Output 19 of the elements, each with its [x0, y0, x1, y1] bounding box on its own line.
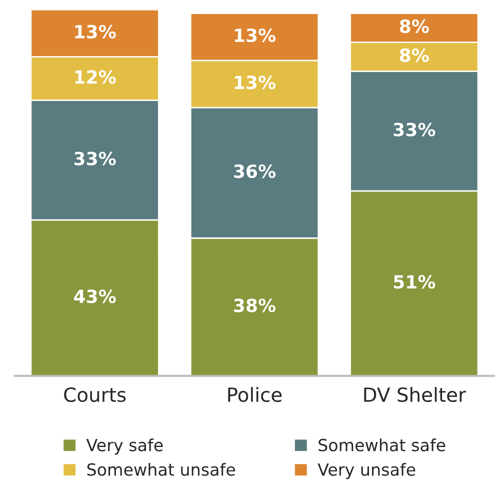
x-tick-label: Courts: [64, 387, 126, 402]
data-label: 36%: [234, 164, 276, 178]
data-label: 51%: [394, 275, 436, 289]
data-label: 12%: [75, 70, 116, 84]
x-tick-label: DV Shelter: [364, 386, 466, 402]
data-label: 33%: [74, 152, 116, 166]
data-label: 8%: [400, 19, 429, 34]
data-label: 13%: [75, 24, 116, 39]
legend-label: Very safe: [86, 438, 163, 455]
data-label: 38%: [234, 298, 276, 312]
data-label: 33%: [394, 122, 436, 136]
data-label: 43%: [74, 290, 116, 304]
x-tick-label: Police: [228, 386, 282, 402]
legend-label: Very unsafe: [318, 462, 416, 480]
legend-label: Somewhat unsafe: [87, 462, 235, 476]
data-label: 13%: [234, 76, 276, 90]
data-label: 13%: [234, 28, 276, 42]
legend-label: Somewhat safe: [318, 438, 446, 452]
data-label: 8%: [400, 48, 429, 62]
